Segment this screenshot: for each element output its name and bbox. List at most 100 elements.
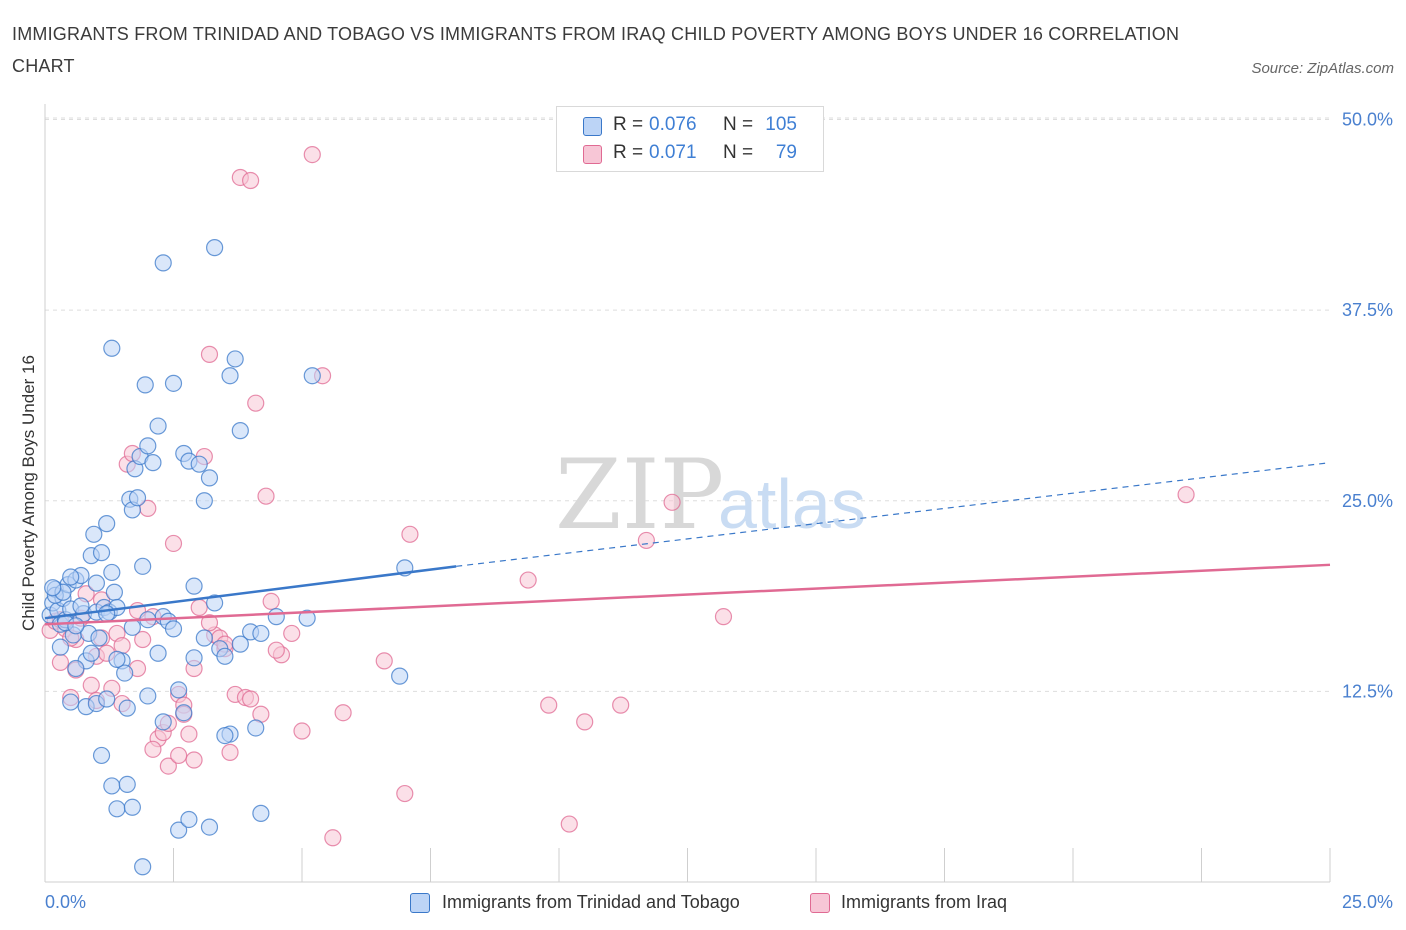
point-iraq (637, 531, 655, 550)
point-trinidad (136, 376, 154, 394)
point-trinidad (51, 638, 70, 656)
point-trinidad (216, 727, 234, 745)
point-trinidad (247, 719, 265, 737)
point-iraq (576, 713, 594, 731)
legend-label-trinidad: Immigrants from Trinidad and Tobago (442, 892, 740, 912)
point-iraq (51, 653, 70, 672)
point-iraq (242, 171, 260, 190)
watermark: ZIP atlas (555, 439, 866, 551)
point-iraq (324, 829, 342, 847)
legend-r-label: R = (613, 142, 644, 163)
point-iraq (334, 704, 352, 722)
point-trinidad (98, 605, 116, 623)
point-trinidad (134, 858, 152, 876)
point-trinidad (175, 704, 193, 722)
point-trinidad (103, 339, 121, 357)
grid (45, 117, 1330, 692)
point-trinidad (267, 608, 285, 626)
point-trinidad (231, 635, 249, 653)
point-iraq (540, 696, 558, 714)
point-iraq (190, 598, 208, 617)
point-trinidad (231, 422, 249, 440)
point-trinidad (252, 804, 270, 822)
point-trinidad (149, 417, 167, 435)
point-trinidad (44, 579, 62, 597)
point-trinidad (67, 659, 85, 678)
y-axis-title: Child Poverty Among Boys Under 16 (19, 355, 38, 631)
y-tick-label: 12.5% (1342, 681, 1393, 701)
point-trinidad (139, 687, 157, 705)
point-trinidad (92, 746, 111, 765)
point-trinidad (195, 629, 213, 647)
point-trinidad (128, 489, 147, 507)
point-iraq (134, 630, 152, 649)
point-iraq (180, 725, 198, 743)
point-trinidad (72, 597, 90, 615)
legend-row-trinidad: R = 0.076 N = 105 (557, 112, 823, 138)
point-iraq (159, 757, 177, 775)
point-trinidad (252, 624, 270, 643)
point-trinidad (105, 583, 123, 601)
point-trinidad (123, 798, 141, 816)
point-trinidad (103, 777, 121, 795)
point-trinidad (134, 557, 152, 575)
point-iraq (293, 722, 311, 740)
data-points (41, 146, 1195, 876)
point-trinidad (98, 690, 116, 708)
legend-n-value: 79 (775, 142, 797, 163)
point-iraq (170, 746, 188, 765)
point-trinidad (62, 693, 80, 711)
trend-line-trinidad (44, 565, 457, 620)
point-iraq (396, 784, 414, 803)
point-iraq (401, 525, 419, 543)
point-trinidad (200, 469, 219, 487)
point-iraq (242, 690, 260, 708)
point-iraq (714, 608, 733, 626)
point-iraq (262, 592, 280, 611)
point-trinidad (85, 525, 103, 543)
point-iraq (185, 751, 203, 769)
point-trinidad (216, 647, 234, 665)
point-iraq (164, 534, 183, 553)
point-iraq (257, 487, 275, 505)
point-trinidad (200, 818, 219, 836)
point-trinidad (164, 374, 183, 392)
watermark-atlas: atlas (718, 465, 866, 543)
point-iraq (144, 740, 162, 758)
point-trinidad (303, 367, 321, 385)
point-iraq (267, 641, 285, 659)
point-iraq (1177, 486, 1195, 504)
point-trinidad (170, 821, 188, 839)
y-tick-label: 37.5% (1342, 300, 1393, 320)
point-trinidad (92, 544, 111, 562)
chart-title: IMMIGRANTS FROM TRINIDAD AND TOBAGO VS I… (12, 24, 1180, 76)
point-iraq (200, 345, 219, 363)
point-iraq (519, 571, 537, 589)
point-trinidad (108, 650, 126, 668)
trend-lines (44, 462, 1331, 626)
legend-n-label: N = (723, 142, 754, 163)
point-trinidad (190, 455, 208, 473)
point-iraq (283, 624, 301, 643)
legend-swatch-pink (583, 145, 602, 164)
point-trinidad (103, 563, 121, 582)
legend-r-value: 0.076 (649, 114, 697, 135)
point-iraq (221, 743, 239, 761)
watermark-zip: ZIP (555, 439, 724, 551)
point-trinidad (116, 664, 134, 682)
point-trinidad (180, 810, 198, 829)
point-trinidad (221, 367, 239, 385)
legend-swatch-blue (410, 893, 430, 913)
bottom-legend-trinidad: Immigrants from Trinidad and Tobago (410, 888, 790, 916)
legend-n-value: 105 (765, 114, 797, 135)
trend-line-trinidad-extension (456, 462, 1331, 567)
legend-label-iraq: Immigrants from Iraq (841, 892, 1008, 912)
point-trinidad (87, 574, 106, 592)
legend-n-label: N = (723, 114, 754, 135)
legend-swatch-blue (583, 117, 602, 136)
point-trinidad (154, 713, 172, 731)
point-iraq (612, 696, 630, 714)
point-iraq (200, 614, 219, 632)
y-tick-label: 25.0% (1342, 491, 1393, 511)
